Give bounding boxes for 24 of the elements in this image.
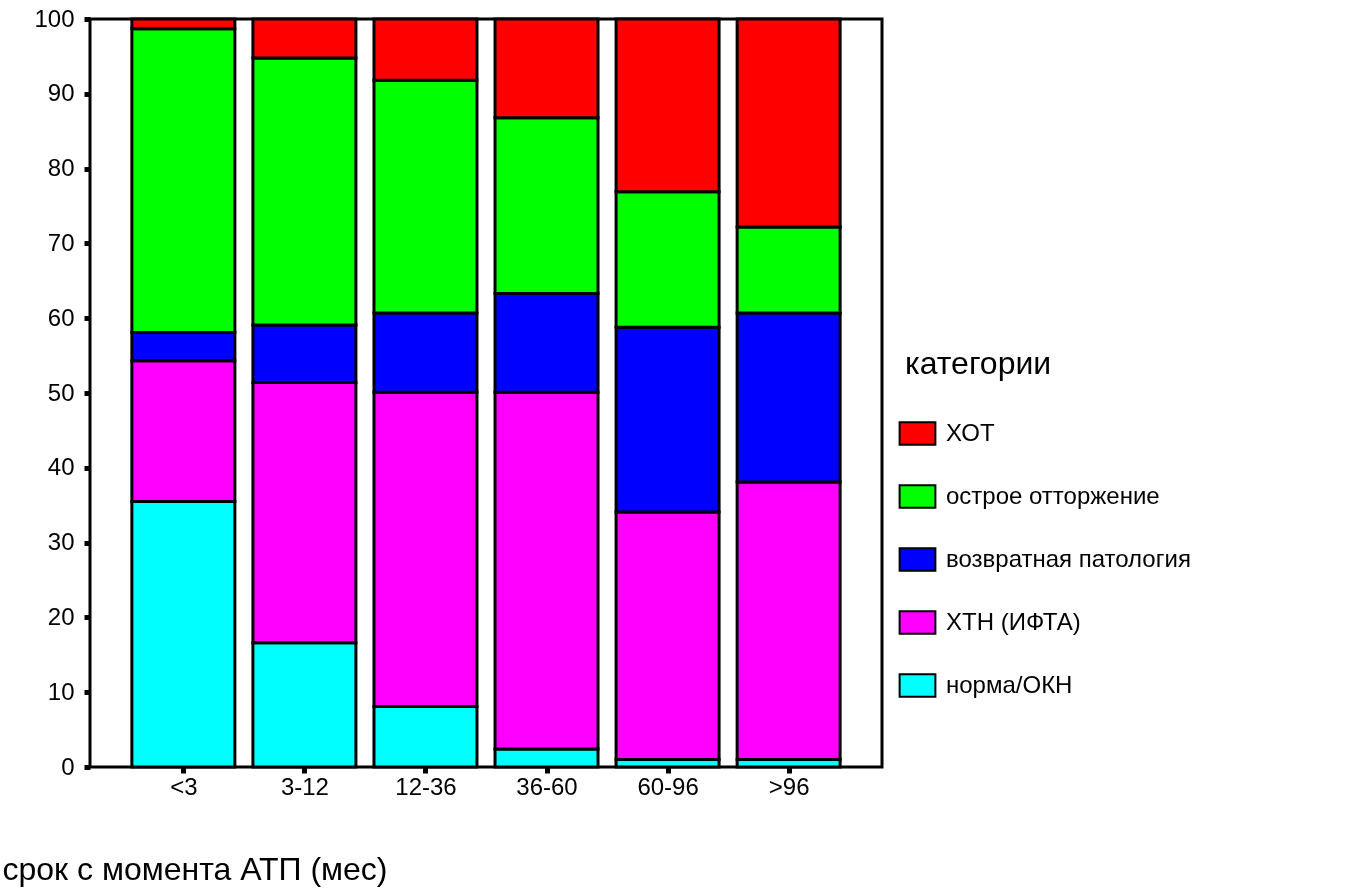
y-tick-label: 20 [47, 602, 75, 630]
x-tick-label: 60-96 [637, 772, 699, 800]
x-tick-label: <3 [170, 772, 198, 800]
legend-label: острое отторжение [946, 481, 1160, 509]
y-tick-label: 70 [47, 228, 75, 256]
legend-title: категории [905, 345, 1052, 381]
legend-label: ХТН (ИФТА) [946, 607, 1081, 635]
x-tick-label: 36-60 [516, 772, 578, 800]
y-tick-label: 80 [47, 154, 75, 182]
legend-label: ХОТ [946, 418, 995, 446]
x-tick-label: >96 [768, 772, 810, 800]
y-tick-label: 50 [47, 378, 75, 406]
y-tick-label: 90 [47, 79, 75, 107]
y-tick-label: 10 [47, 677, 75, 705]
x-tick-label: 12-36 [395, 772, 457, 800]
y-tick-label: 0 [61, 752, 75, 780]
legend-label: возвратная патология [946, 544, 1191, 572]
legend-label: норма/ОКН [946, 670, 1073, 698]
y-tick-label: 30 [47, 528, 75, 556]
y-tick-label: 100 [34, 4, 75, 32]
x-tick-label: 3-12 [280, 772, 329, 800]
y-tick-label: 40 [47, 453, 75, 481]
x-axis-title: срок с момента АТП (мес) [2, 850, 388, 887]
y-tick-label: 60 [47, 303, 75, 331]
